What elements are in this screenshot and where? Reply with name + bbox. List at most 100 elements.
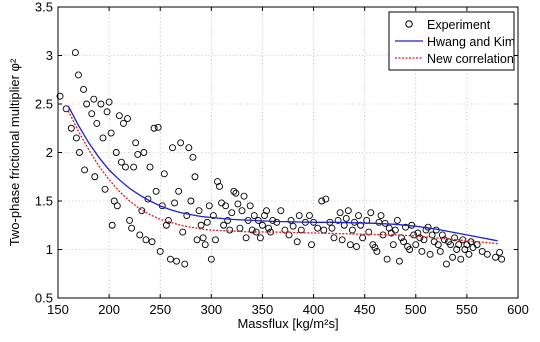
legend-label-experiment: Experiment [427, 18, 491, 32]
experiment-point [115, 112, 123, 120]
y-tick-label: 0.5 [35, 291, 53, 306]
experiment-point [478, 247, 486, 255]
experiment-point [416, 234, 424, 242]
experiment-point [400, 238, 407, 246]
legend: Experiment Hwang and Kim New correlation [388, 11, 515, 71]
experiment-point [455, 241, 463, 249]
experiment-point [440, 236, 448, 244]
experiment-point [412, 241, 420, 249]
experiment-point [330, 234, 338, 242]
experiment-point [117, 158, 125, 166]
y-tick-label: 2.5 [35, 97, 53, 112]
y-tick-label: 1 [46, 242, 53, 257]
x-tick-label: 450 [354, 302, 376, 317]
experiment-point [496, 248, 504, 256]
experiment-point [76, 149, 83, 156]
experiment-point [498, 255, 506, 263]
experiment-point [138, 207, 146, 215]
experiment-point [222, 202, 230, 210]
experiment-point [418, 247, 426, 255]
experiment-point [269, 216, 277, 224]
experiment-point [436, 247, 444, 255]
experiment-point [238, 207, 246, 215]
experiment-point [150, 124, 158, 132]
experiment-point [199, 234, 207, 242]
experiment-point [483, 250, 491, 258]
experiment-point [308, 241, 315, 249]
experiment-point [459, 236, 467, 244]
experiment-point [320, 226, 328, 234]
experiment-point [119, 119, 127, 127]
x-tick-label: 150 [47, 302, 69, 317]
experiment-point [256, 234, 264, 242]
experiment-point [88, 110, 96, 118]
experiment-point [277, 207, 285, 215]
experiment-point [265, 224, 273, 232]
experiment-point [90, 95, 98, 103]
experiment-point [189, 153, 197, 161]
experiment-point [359, 234, 367, 242]
experiment-point [393, 216, 401, 224]
experiment-point [224, 216, 232, 224]
experiment-point [230, 187, 238, 195]
experiment-point [467, 238, 475, 246]
experiment-point [426, 250, 434, 258]
experiment-point [449, 253, 457, 261]
experiment-point [211, 236, 219, 244]
experiment-point [67, 124, 75, 132]
experiment-point [246, 202, 254, 210]
experiment-point [236, 224, 244, 232]
experiment-point [156, 247, 164, 255]
experiment-point [357, 221, 365, 229]
experiment-point [191, 173, 199, 181]
experiment-point [203, 218, 211, 226]
experiment-point [169, 144, 176, 152]
experiment-point [336, 209, 344, 217]
experiment-point [160, 170, 168, 178]
experiment-point [328, 224, 336, 232]
x-tick-label: 400 [303, 302, 325, 317]
experiment-point [348, 226, 356, 234]
x-tick-label: 200 [98, 302, 120, 317]
experiment-point [371, 244, 379, 252]
experiment-point [338, 236, 346, 244]
experiment-point [314, 224, 322, 232]
experiment-point [287, 216, 295, 224]
experiment-point [148, 238, 156, 246]
experiment-point [451, 234, 459, 242]
experiment-point [373, 247, 381, 255]
experiment-point [240, 192, 248, 200]
experiment-point [112, 149, 120, 156]
experiment-point [447, 241, 454, 249]
experiment-point [173, 257, 181, 265]
experiment-point [132, 139, 140, 147]
x-axis-title: Massflux [kg/m²s] [237, 316, 338, 331]
experiment-point [126, 216, 134, 224]
experiment-point [205, 202, 213, 210]
experiment-point [383, 255, 391, 263]
experiment-point [166, 255, 174, 263]
experiment-point [74, 71, 82, 79]
y-axis-title: Two-phase frictional multiplier φ² [7, 58, 22, 246]
experiment-point [367, 209, 375, 217]
series-layer [56, 49, 506, 268]
experiment-points [56, 49, 506, 268]
experiment-point [146, 163, 154, 171]
experiment-point [234, 200, 242, 208]
experiment-point [81, 166, 89, 174]
experiment-point [103, 108, 111, 116]
experiment-point [391, 226, 399, 234]
experiment-point [289, 222, 297, 230]
experiment-point [107, 129, 115, 137]
experiment-point [281, 226, 289, 234]
experiment-point [263, 207, 270, 215]
experiment-point [334, 216, 342, 224]
experiment-point [402, 223, 410, 231]
experiment-point [175, 187, 183, 195]
experiment-point [342, 215, 350, 222]
experiment-point [83, 100, 91, 108]
experiment-point [144, 195, 152, 203]
experiment-point [434, 241, 442, 249]
x-tick-label: 550 [456, 302, 478, 317]
